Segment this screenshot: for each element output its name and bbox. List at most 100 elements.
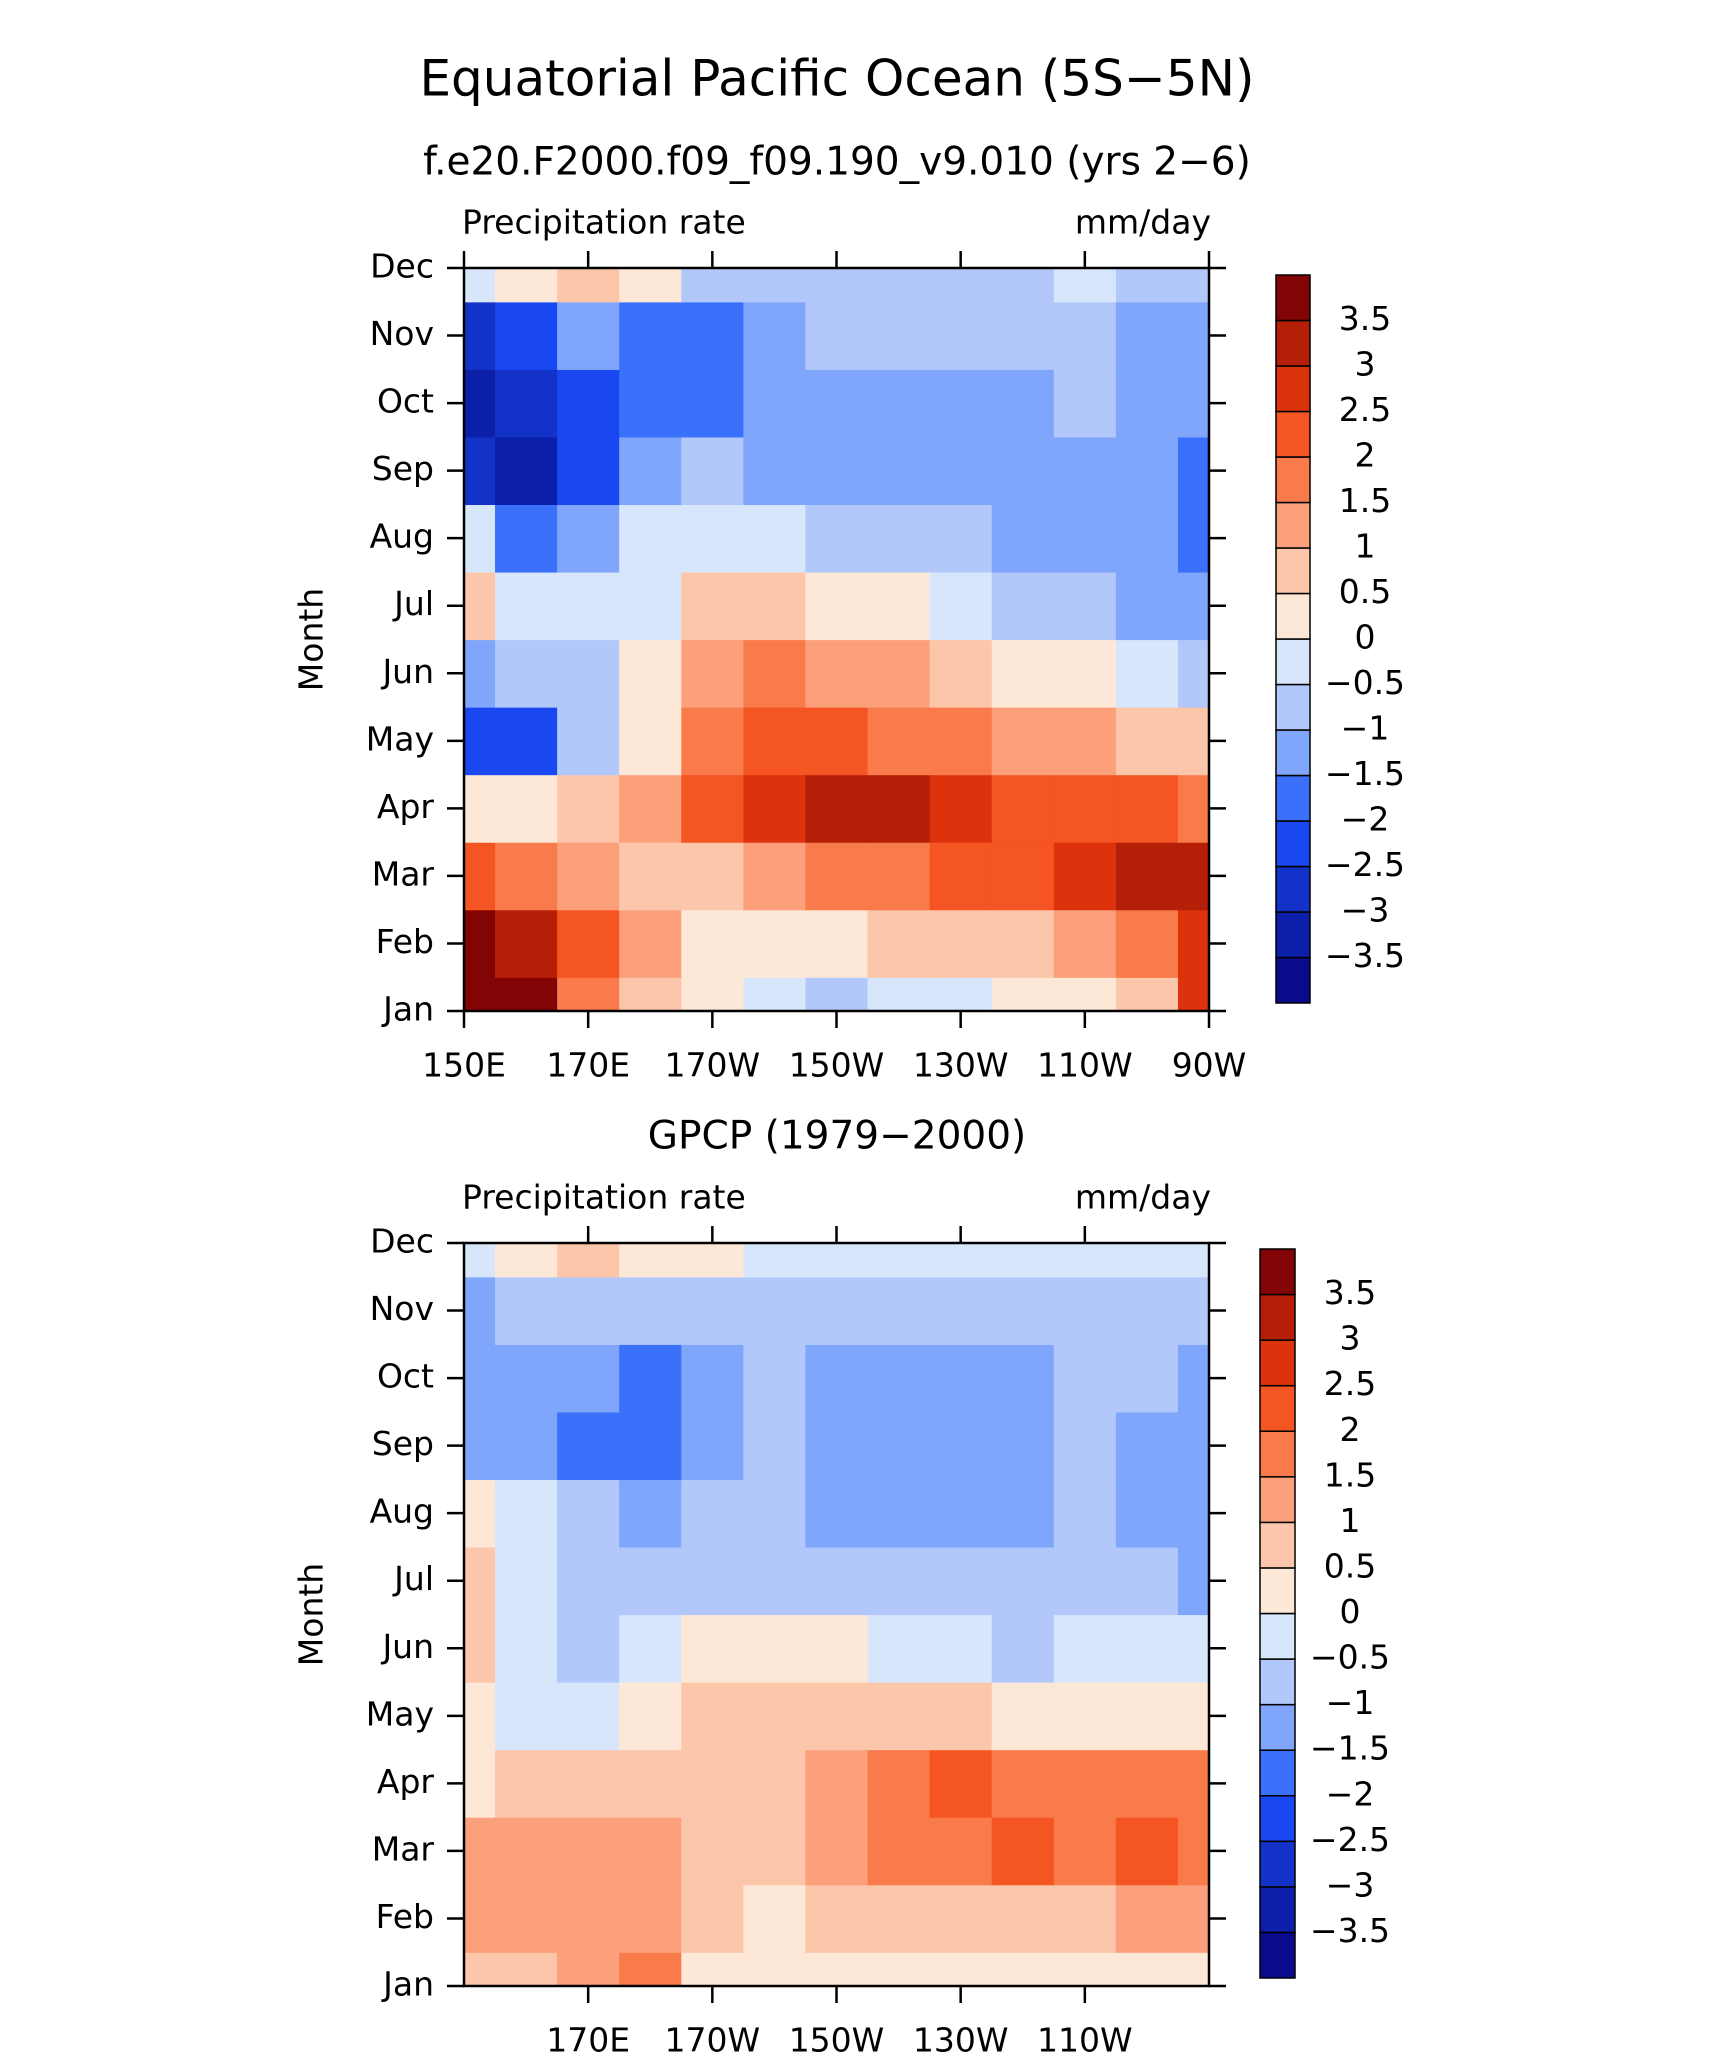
contour-cell xyxy=(495,1411,558,1481)
contour-cell xyxy=(805,1817,869,1886)
colorbar-box xyxy=(1259,1931,1296,1979)
contour-cell xyxy=(805,1411,869,1481)
contour-cell xyxy=(464,1546,496,1616)
contour-cell xyxy=(681,1479,744,1548)
contour-cell xyxy=(681,1546,744,1616)
colorbar-label: 0.5 xyxy=(1324,1546,1376,1585)
contour-cell xyxy=(495,909,558,978)
contour-cell xyxy=(929,1884,993,1953)
contour-cell xyxy=(867,1479,931,1548)
contour-cell xyxy=(991,1243,1055,1278)
contour-cell xyxy=(867,977,931,1012)
y-tick-label: Dec xyxy=(370,1222,434,1261)
colorbar-label: 1.5 xyxy=(1324,1455,1376,1494)
contour-cell xyxy=(464,1952,496,1987)
y-tick-label: Jun xyxy=(380,652,434,691)
contour-cell xyxy=(867,1682,931,1751)
colorbar-label: 3.5 xyxy=(1324,1273,1376,1312)
contour-cell xyxy=(991,571,1055,641)
colorbar-box xyxy=(1259,1795,1296,1843)
contour-cell xyxy=(495,571,558,641)
contour-cell xyxy=(1053,571,1117,641)
y-tick-label: Mar xyxy=(372,1829,435,1868)
contour-cell xyxy=(929,639,993,708)
contour-cell xyxy=(464,504,496,573)
contour-cell xyxy=(1115,1243,1179,1278)
colorbar-box xyxy=(1259,1384,1296,1432)
contour-cell xyxy=(743,707,807,776)
y-tick-label: Oct xyxy=(377,1357,434,1396)
contour-cell xyxy=(681,977,744,1012)
contour-cell xyxy=(1053,842,1117,911)
contour-cell xyxy=(619,1884,682,1953)
contour-cell xyxy=(464,909,496,978)
contour-cell xyxy=(1115,504,1179,573)
contour-cell xyxy=(557,1884,620,1953)
x-tick-label: 130W xyxy=(913,2021,1009,2059)
contour-cell xyxy=(743,1344,807,1413)
figure-title: Equatorial Pacific Ocean (5S−5N) xyxy=(419,50,1254,108)
colorbar-box xyxy=(1275,456,1311,504)
contour-cell xyxy=(681,301,744,370)
contour-cell xyxy=(867,301,931,370)
contour-cell xyxy=(867,1411,931,1481)
y-tick-label: Sep xyxy=(372,449,434,488)
contour-cell xyxy=(1053,1614,1117,1683)
contour-cell xyxy=(867,268,931,303)
contour-cell xyxy=(464,977,496,1012)
contour-cell xyxy=(1053,1479,1117,1548)
contour-cell xyxy=(743,1817,807,1886)
y-tick-label: Oct xyxy=(377,382,434,421)
contour-cell xyxy=(681,504,744,573)
contour-cell xyxy=(867,909,931,978)
contour-cell xyxy=(1177,436,1210,506)
contour-cell xyxy=(557,571,620,641)
colorbar-box xyxy=(1259,1567,1296,1615)
y-axis-label: Month xyxy=(292,588,331,691)
contour-cell xyxy=(867,1276,931,1345)
contour-cell xyxy=(1177,1411,1210,1481)
contour-cell xyxy=(1115,977,1179,1012)
contour-cell xyxy=(867,436,931,506)
contour-cell xyxy=(929,977,993,1012)
colorbar-box xyxy=(1275,729,1311,777)
colorbar-box xyxy=(1259,1612,1296,1660)
contour-cell xyxy=(929,1479,993,1548)
contour-cell xyxy=(929,301,993,370)
contour-cell xyxy=(929,1344,993,1413)
contour-cell xyxy=(619,268,682,303)
contour-cell xyxy=(929,1243,993,1278)
contour-cell xyxy=(1053,1817,1117,1886)
contour-cell xyxy=(557,1479,620,1548)
contour-cell xyxy=(464,1276,496,1345)
contour-cell xyxy=(929,369,993,438)
contour-cell xyxy=(495,774,558,843)
contour-cell xyxy=(464,774,496,843)
contour-cell xyxy=(1053,268,1117,303)
colorbar-box xyxy=(1259,1703,1296,1751)
contour-cell xyxy=(867,571,931,641)
contour-cell xyxy=(619,909,682,978)
contour-cell xyxy=(991,436,1055,506)
contour-cell xyxy=(743,1884,807,1953)
contour-cell xyxy=(743,774,807,843)
contour-cell xyxy=(557,301,620,370)
colorbar-box xyxy=(1259,1293,1296,1341)
contour-cell xyxy=(929,1276,993,1345)
contour-cell xyxy=(867,842,931,911)
contour-cell xyxy=(495,977,558,1012)
contour-cell xyxy=(805,1479,869,1548)
contour-cell xyxy=(1053,1243,1117,1278)
colorbar-label: −2.5 xyxy=(1310,1820,1390,1859)
contour-cell xyxy=(1177,1276,1210,1345)
contour-cell xyxy=(1115,1884,1179,1953)
contour-cell xyxy=(464,1411,496,1481)
contour-cell xyxy=(743,1411,807,1481)
contour-cell xyxy=(1053,1411,1117,1481)
contour-cell xyxy=(991,1546,1055,1616)
contour-cell xyxy=(1177,504,1210,573)
contour-cell xyxy=(1177,1479,1210,1548)
contour-cell xyxy=(557,707,620,776)
colorbar-box xyxy=(1259,1430,1296,1478)
colorbar-box xyxy=(1275,865,1311,913)
